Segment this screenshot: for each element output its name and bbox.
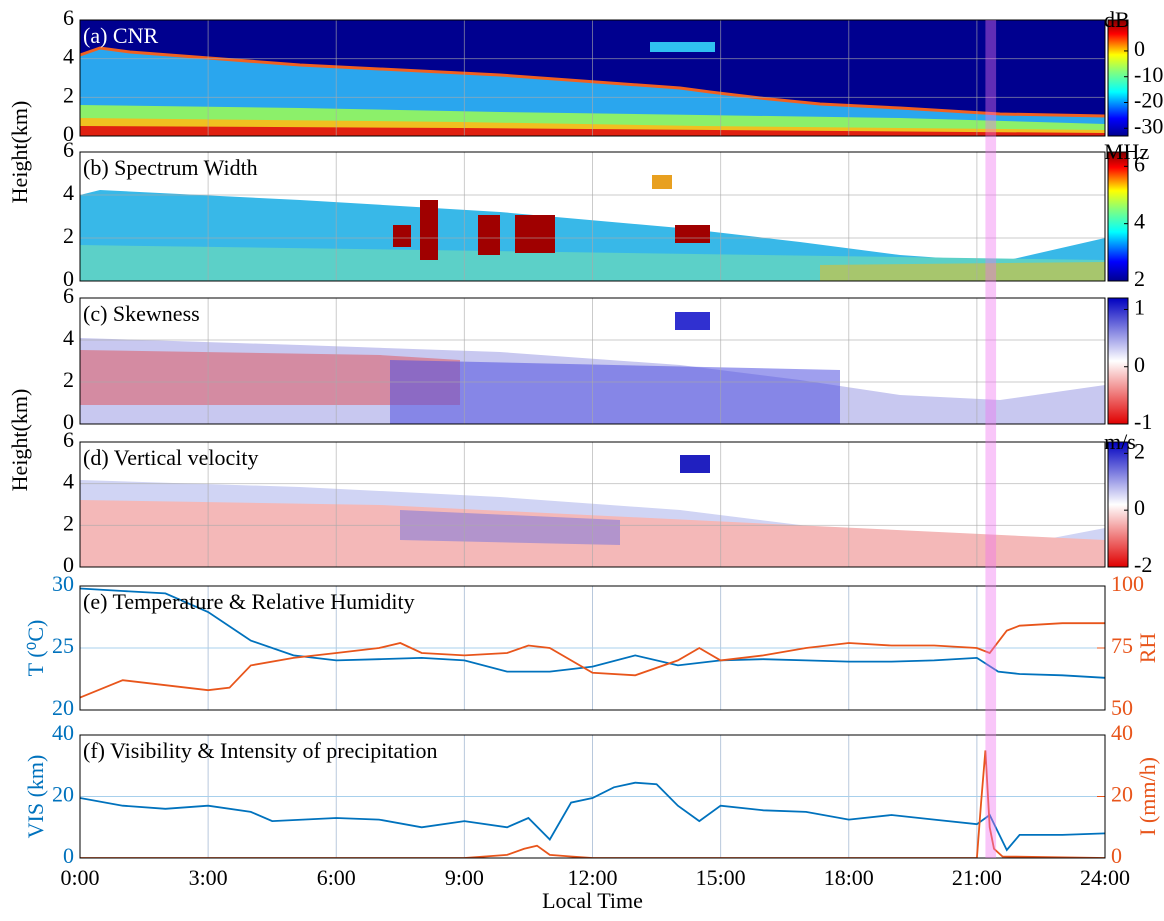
y-tick-label: 2	[63, 223, 74, 248]
y-tick-label: 20	[52, 782, 74, 807]
colorbar-tick-label: 1	[1134, 295, 1145, 320]
panel-title: (a) CNR	[83, 23, 158, 48]
y2-axis-label: I (mm/h)	[1135, 757, 1160, 836]
colorbar-tick-label: -10	[1134, 62, 1163, 87]
y-tick-label: 0	[63, 409, 74, 434]
y-axis-label: T (⁰C)	[23, 620, 48, 677]
y-tick-label: 6	[63, 5, 74, 30]
colorbar-tick-label: 2	[1134, 266, 1145, 291]
x-tick-label: 9:00	[445, 865, 484, 890]
y-tick-label: 6	[63, 283, 74, 308]
y-tick-label: 4	[63, 325, 74, 350]
x-tick-label: 18:00	[824, 865, 874, 890]
colorbar-tick-label: -20	[1134, 88, 1163, 113]
panel-frame	[79, 441, 1106, 568]
y-tick-label: 2	[63, 510, 74, 535]
y-tick-label: 6	[63, 137, 74, 162]
y2-tick-label: 100	[1111, 571, 1144, 596]
panel-title: (b) Spectrum Width	[83, 155, 258, 180]
y-tick-label: 4	[63, 469, 74, 494]
panel-frame	[79, 19, 1106, 137]
colorbar-tick-label: 0	[1134, 36, 1145, 61]
x-tick-label: 21:00	[952, 865, 1002, 890]
data-line	[80, 750, 1105, 858]
y-tick-label: 40	[52, 720, 74, 745]
x-tick-label: 24:00	[1080, 865, 1130, 890]
highlight-band	[985, 20, 997, 858]
y-tick-label: 6	[63, 427, 74, 452]
colorbar-tick-label: 6	[1134, 151, 1145, 176]
data-line	[80, 622, 1105, 699]
y-tick-label: 4	[63, 180, 74, 205]
colorbar-tick-label: 0	[1134, 352, 1145, 377]
y2-tick-label: 0	[1111, 843, 1122, 868]
x-tick-label: 15:00	[696, 865, 746, 890]
x-tick-label: 3:00	[189, 865, 228, 890]
x-tick-label: 6:00	[317, 865, 356, 890]
colorbar	[1107, 19, 1129, 137]
y2-tick-label: 40	[1111, 720, 1133, 745]
y-tick-label: 20	[52, 695, 74, 720]
colorbar-tick-label: 0	[1134, 495, 1145, 520]
panel-frame	[79, 585, 1106, 711]
y-tick-label: 0	[63, 121, 74, 146]
panel-title: (f) Visibility & Intensity of precipitat…	[83, 738, 438, 763]
colorbar-label: MHz	[1104, 139, 1149, 164]
panel-title: (d) Vertical velocity	[83, 445, 259, 470]
y-tick-label: 4	[63, 44, 74, 69]
y-tick-label: 0	[63, 843, 74, 868]
x-axis-label: Local Time	[542, 888, 643, 913]
y-axis-label: VIS (km)	[23, 755, 48, 839]
panel-frame	[79, 297, 1106, 425]
panel-frame	[79, 734, 1106, 859]
data-line	[80, 587, 1105, 679]
y-tick-label: 25	[52, 633, 74, 658]
y2-tick-label: 50	[1111, 695, 1133, 720]
y-tick-label: 0	[63, 266, 74, 291]
y2-axis-label: RH	[1135, 633, 1160, 664]
colorbar-label: m/s	[1104, 429, 1136, 454]
y2-tick-label: 20	[1111, 782, 1133, 807]
panel-title: (e) Temperature & Relative Humidity	[83, 589, 415, 614]
data-line	[80, 781, 1105, 852]
x-tick-label: 12:00	[567, 865, 617, 890]
y-tick-label: 30	[52, 571, 74, 596]
y-axis-label: Height(km)	[7, 389, 32, 492]
colorbar-tick-label: 4	[1134, 209, 1145, 234]
panel-title: (c) Skewness	[83, 301, 200, 326]
y-tick-label: 0	[63, 552, 74, 577]
colorbar	[1107, 297, 1129, 425]
x-tick-label: 0:00	[60, 865, 99, 890]
colorbar-label: dB	[1104, 7, 1130, 32]
y2-tick-label: 75	[1111, 633, 1133, 658]
colorbar	[1107, 441, 1129, 568]
y-tick-label: 2	[63, 367, 74, 392]
colorbar-tick-label: 2	[1134, 438, 1145, 463]
y-tick-label: 2	[63, 82, 74, 107]
y-axis-label: Height(km)	[7, 101, 32, 204]
colorbar-tick-label: -1	[1134, 409, 1152, 434]
colorbar	[1107, 151, 1129, 282]
panel-frame	[79, 151, 1106, 282]
colorbar-tick-label: -2	[1134, 552, 1152, 577]
colorbar-tick-label: -30	[1134, 113, 1163, 138]
